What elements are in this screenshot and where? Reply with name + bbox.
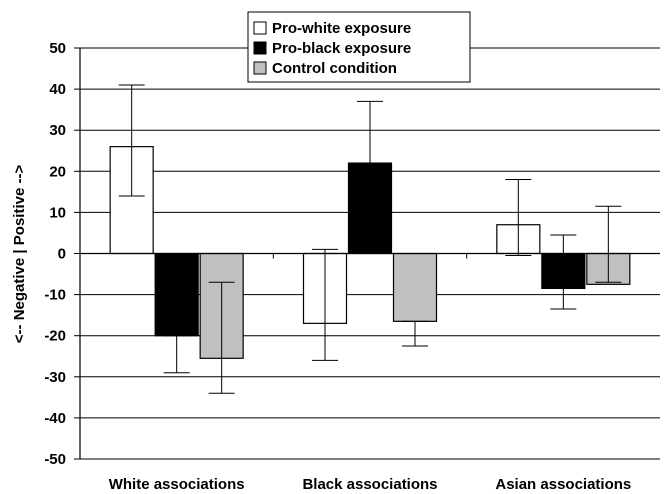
legend-label: Pro-black exposure (272, 40, 411, 57)
x-category-label: White associations (109, 476, 245, 493)
y-tick-label: -30 (44, 369, 66, 386)
legend-label: Pro-white exposure (272, 20, 411, 37)
legend-swatch (253, 21, 267, 35)
error-bars (118, 84, 622, 394)
bar (392, 252, 438, 322)
axes: 50 40 30 20 10 0 -10 -20 -30 -40 -50 White associat… (44, 40, 660, 493)
y-tick-label: -40 (44, 410, 66, 427)
y-tick-label: 0 (58, 246, 66, 263)
y-tick-label: 20 (49, 163, 66, 180)
legend-swatch (253, 41, 267, 55)
y-tick-label: 50 (49, 40, 66, 57)
bar (154, 252, 199, 337)
legend: Pro-white exposure Pro-black exposure Cont… (247, 11, 471, 83)
bar (347, 162, 393, 255)
y-tick-label: -10 (44, 287, 66, 304)
y-tick-label: -20 (44, 328, 66, 345)
legend-swatch (253, 61, 267, 75)
legend-label: Control condition (272, 60, 397, 77)
x-category-label: Black associations (302, 476, 437, 493)
y-tick-label: 10 (49, 204, 66, 221)
x-category-label: Asian associations (495, 476, 631, 493)
y-tick-label: -50 (44, 451, 66, 468)
y-tick-label: 30 (49, 122, 66, 139)
bars (109, 146, 631, 359)
legend-box (247, 11, 471, 83)
y-axis-label: <-- Negative | Positive --> (11, 165, 28, 344)
y-tick-label: 40 (49, 81, 66, 98)
